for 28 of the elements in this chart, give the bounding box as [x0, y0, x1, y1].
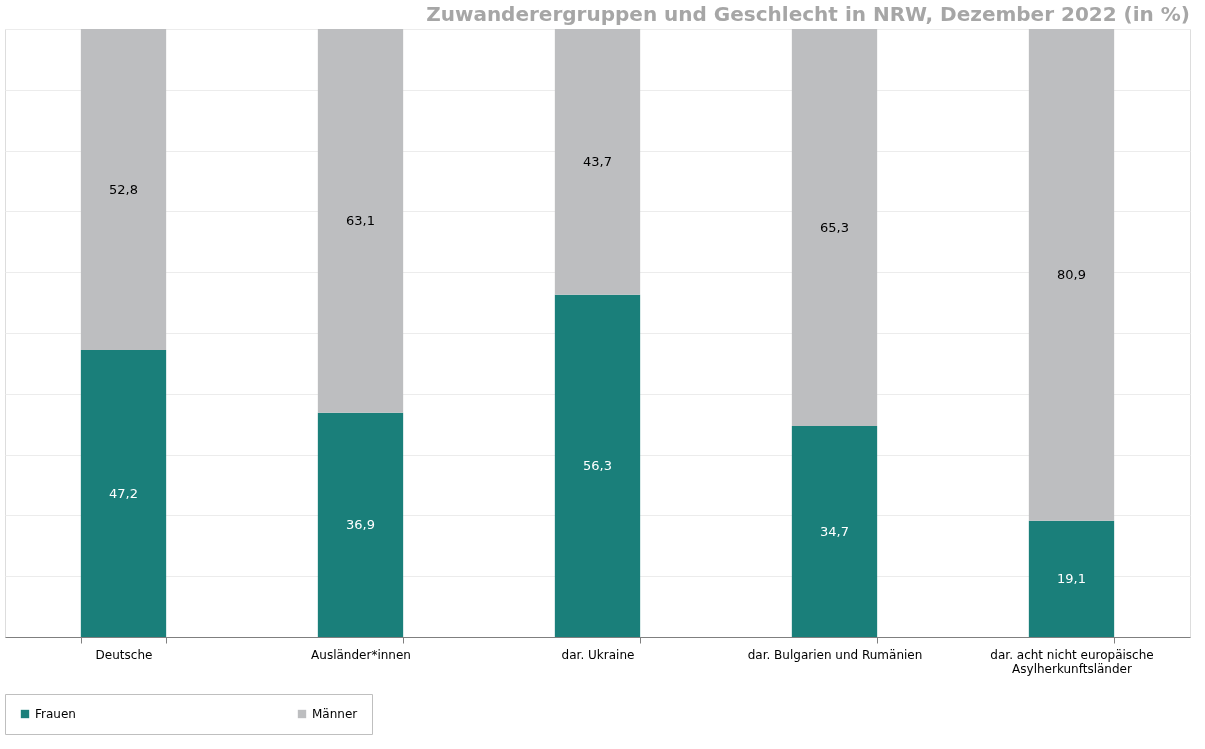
x-tick-label: Deutsche: [95, 647, 153, 662]
bar: [1028, 520, 1115, 637]
legend-label: Männer: [312, 707, 358, 721]
bar: [317, 412, 404, 637]
x-tick-label: dar. acht nicht europäische Asylherkunftsländer: [990, 647, 1154, 676]
x-tick-label: Ausländer*innen: [311, 647, 411, 662]
x-tick-label: dar. Ukraine: [561, 647, 635, 662]
bar: [80, 29, 167, 351]
legend-label: Frauen: [35, 707, 76, 721]
bar: [80, 350, 167, 637]
bar: [1028, 29, 1115, 521]
data-label: 63,1: [346, 212, 375, 228]
data-label: 34,7: [820, 523, 849, 539]
bar: [791, 426, 878, 637]
data-label: 80,9: [1057, 266, 1086, 282]
bar: [554, 294, 641, 637]
data-label: 19,1: [1057, 570, 1086, 586]
data-label: 52,8: [109, 181, 138, 197]
data-label: 47,2: [109, 485, 138, 501]
data-label: 43,7: [583, 153, 612, 169]
data-label: 65,3: [820, 219, 849, 235]
chart-title: Zuwanderergruppen und Geschlecht in NRW, Dezember 2022 (in %): [426, 2, 1190, 26]
data-label: 36,9: [346, 516, 375, 532]
bar: [554, 29, 641, 295]
bar: [317, 29, 404, 413]
data-label: 56,3: [583, 457, 612, 473]
x-tick-label: dar. Bulgarien und Rumänien: [747, 647, 923, 662]
bar: [791, 29, 878, 427]
